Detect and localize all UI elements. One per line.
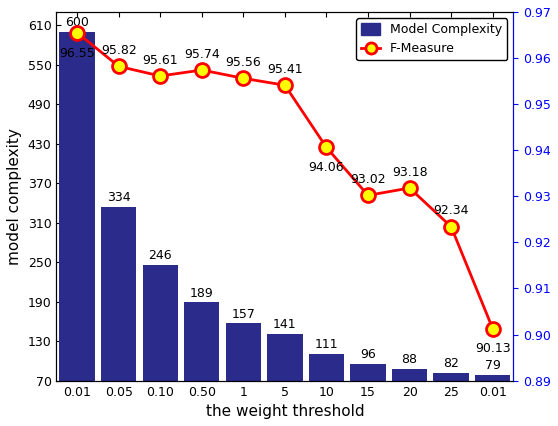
Text: 189: 189: [190, 287, 214, 299]
Text: 246: 246: [148, 249, 172, 262]
Text: 95.82: 95.82: [101, 44, 137, 57]
Text: 141: 141: [273, 318, 297, 331]
Y-axis label: model complexity: model complexity: [7, 128, 22, 265]
Bar: [475, 375, 511, 426]
Text: 90.13: 90.13: [475, 343, 511, 355]
Text: 79: 79: [485, 359, 501, 372]
Text: 88: 88: [402, 353, 417, 366]
Text: 157: 157: [232, 308, 256, 321]
Text: 96: 96: [360, 348, 376, 361]
Bar: [225, 323, 261, 426]
Text: 95.41: 95.41: [267, 63, 303, 76]
Bar: [184, 302, 219, 426]
Text: 93.02: 93.02: [350, 173, 386, 186]
Bar: [267, 334, 302, 426]
Text: 82: 82: [443, 357, 459, 370]
Text: 95.56: 95.56: [225, 56, 261, 69]
Bar: [60, 32, 95, 426]
X-axis label: the weight threshold: the weight threshold: [205, 404, 364, 419]
Legend: Model Complexity, F-Measure: Model Complexity, F-Measure: [357, 18, 507, 60]
Text: 92.34: 92.34: [434, 204, 469, 218]
Bar: [434, 373, 469, 426]
Text: 111: 111: [315, 338, 338, 351]
Bar: [350, 363, 386, 426]
Bar: [309, 354, 344, 426]
Text: 334: 334: [107, 191, 131, 204]
Text: 93.18: 93.18: [392, 166, 427, 179]
Bar: [101, 207, 136, 426]
Bar: [392, 369, 427, 426]
Text: 96.55: 96.55: [59, 46, 95, 60]
Text: 94.06: 94.06: [309, 161, 344, 174]
Text: 95.74: 95.74: [184, 48, 220, 61]
Bar: [143, 265, 178, 426]
Text: 95.61: 95.61: [142, 54, 178, 67]
Text: 600: 600: [65, 16, 89, 29]
